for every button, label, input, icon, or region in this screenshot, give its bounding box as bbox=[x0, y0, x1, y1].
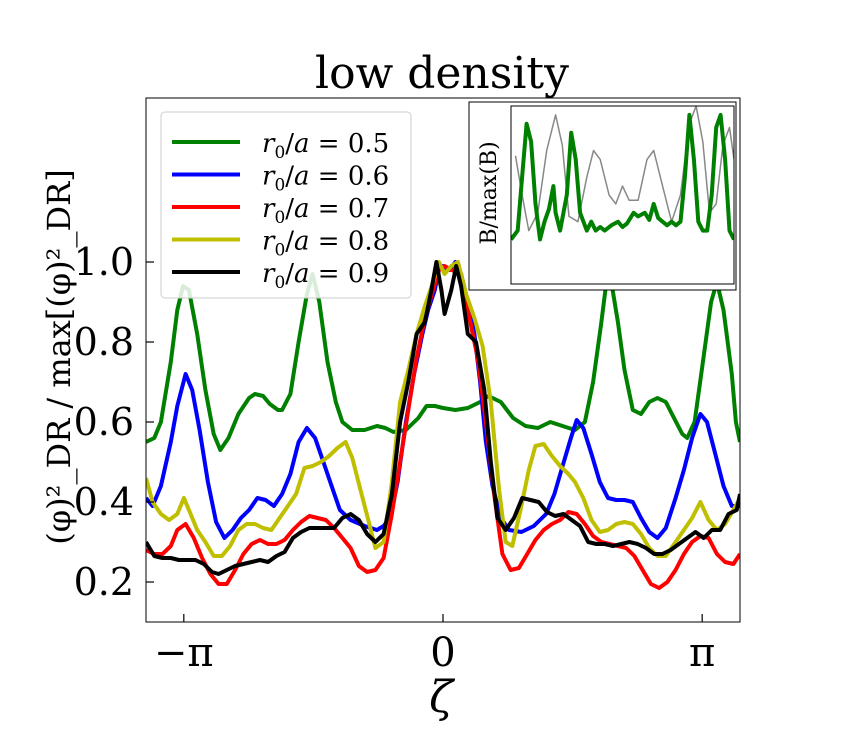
y-tick-label: 0.4 bbox=[74, 480, 134, 524]
legend-frame bbox=[160, 111, 412, 299]
y-tick-label: 0.2 bbox=[74, 560, 134, 604]
legend-label: r0/a = 0.6 bbox=[262, 162, 389, 196]
x-tick-label: 0 bbox=[430, 630, 455, 676]
series-line-4 bbox=[146, 260, 740, 558]
legend-label: r0/a = 0.5 bbox=[262, 129, 389, 163]
main-plot-area: 0.2 0.4 0.6 0.8 1.0 −π 0 π bbox=[74, 97, 741, 676]
inset-series-line-1 bbox=[514, 106, 734, 232]
legend: r0/a = 0.5r0/a = 0.6r0/a = 0.7r0/a = 0.8… bbox=[160, 111, 412, 299]
legend-label: r0/a = 0.9 bbox=[262, 259, 389, 293]
x-tick-label: −π bbox=[154, 630, 214, 676]
inset-y-axis-label: B/max(B) bbox=[477, 141, 502, 244]
y-tick-label: 0.8 bbox=[74, 320, 134, 364]
y-tick-label: 0.6 bbox=[74, 400, 134, 444]
x-axis-label: ζ bbox=[429, 672, 456, 723]
inset-frame bbox=[510, 105, 735, 285]
legend-label: r0/a = 0.8 bbox=[262, 227, 389, 261]
y-axis-label: (φ)²_DR / max[(φ)²_DR] bbox=[40, 169, 78, 544]
series-line-3 bbox=[146, 264, 740, 590]
y-tick-label: 1.0 bbox=[74, 240, 134, 284]
legend-label: r0/a = 0.7 bbox=[262, 194, 389, 228]
x-tick-label: π bbox=[689, 630, 715, 676]
series-line-5 bbox=[146, 260, 740, 576]
inset-series-line-2 bbox=[511, 112, 734, 242]
inset-chart bbox=[468, 101, 737, 291]
series-line-1 bbox=[146, 272, 740, 452]
chart-title: low density bbox=[315, 48, 569, 99]
